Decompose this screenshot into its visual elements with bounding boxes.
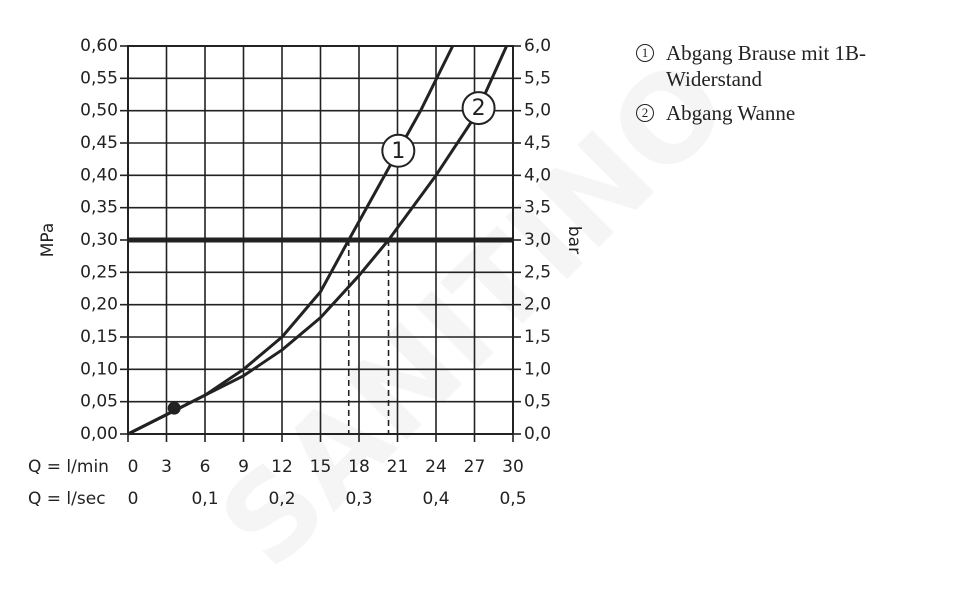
y-tick-label: 0,25 xyxy=(80,262,118,282)
y2-tick-label: 5,0 xyxy=(524,101,551,121)
x-tick-label: 0 xyxy=(128,457,139,477)
y-tick-label: 0,20 xyxy=(80,295,118,315)
y2-tick-label: 4,5 xyxy=(524,133,551,153)
x-tick-label: 6 xyxy=(200,457,211,477)
y-tick-label: 0,50 xyxy=(80,101,118,121)
y-tick-label: 0,60 xyxy=(80,36,118,56)
legend-item: 2 Abgang Wanne xyxy=(636,100,936,126)
x-tick-label: 12 xyxy=(271,457,293,477)
y2-tick-label: 2,5 xyxy=(524,262,551,282)
legend-item: 1 Abgang Brause mit 1B-Widerstand xyxy=(636,40,936,92)
y-tick-label: 0,30 xyxy=(80,230,118,250)
legend-label: Abgang Brause mit 1B-Widerstand xyxy=(666,41,867,91)
y-tick-label: 0,35 xyxy=(80,198,118,218)
y2-tick-label: 2,0 xyxy=(524,295,551,315)
y2-tick-label: 1,0 xyxy=(524,359,551,379)
operating-point xyxy=(167,401,181,415)
x-tick-label: 18 xyxy=(348,457,370,477)
y2-tick-label: 6,0 xyxy=(524,36,551,56)
x2-tick-label: 0,1 xyxy=(191,489,218,509)
y-tick-label: 0,10 xyxy=(80,359,118,379)
legend-number: 1 xyxy=(636,44,654,62)
legend-number: 2 xyxy=(636,104,654,122)
y-tick-label: 0,55 xyxy=(80,68,118,88)
y-tick-label: 0,05 xyxy=(80,392,118,412)
curve-label: 1 xyxy=(391,139,405,164)
curve-label: 2 xyxy=(472,96,486,121)
x-tick-label: 9 xyxy=(238,457,249,477)
legend: 1 Abgang Brause mit 1B-Widerstand 2 Abgang … xyxy=(636,40,936,134)
y2-tick-label: 3,5 xyxy=(524,198,551,218)
y2-tick-label: 5,5 xyxy=(524,68,551,88)
x-tick-label: 3 xyxy=(161,457,172,477)
x2-tick-label: 0,5 xyxy=(499,489,526,509)
line xyxy=(127,45,508,436)
y-tick-label: 0,15 xyxy=(80,327,118,347)
curve-label-circle xyxy=(381,133,416,168)
x-tick-label: 21 xyxy=(387,457,409,477)
y2-tick-label: 1,5 xyxy=(524,327,551,347)
x2-axis-label: Q = l/sec xyxy=(28,489,106,509)
y-tick-label: 0,00 xyxy=(80,424,118,444)
x-axis-label: Q = l/min xyxy=(28,457,109,477)
y2-axis-label: bar xyxy=(564,226,584,254)
x-tick-label: 27 xyxy=(464,457,486,477)
curve-label-circle xyxy=(461,91,496,126)
x2-tick-label: 0,4 xyxy=(422,489,449,509)
x-tick-label: 15 xyxy=(310,457,332,477)
x2-tick-label: 0 xyxy=(128,489,139,509)
y2-tick-label: 0,0 xyxy=(524,424,551,444)
y2-tick-label: 3,0 xyxy=(524,230,551,250)
y-tick-label: 0,45 xyxy=(80,133,118,153)
x2-tick-label: 0,3 xyxy=(345,489,372,509)
x2-tick-label: 0,2 xyxy=(268,489,295,509)
y2-tick-label: 4,0 xyxy=(524,165,551,185)
x-tick-label: 24 xyxy=(425,457,447,477)
legend-label: Abgang Wanne xyxy=(666,101,796,125)
y-axis-label: MPa xyxy=(38,223,58,258)
y2-tick-label: 0,5 xyxy=(524,392,551,412)
x-tick-label: 30 xyxy=(502,457,524,477)
y-tick-label: 0,40 xyxy=(80,165,118,185)
